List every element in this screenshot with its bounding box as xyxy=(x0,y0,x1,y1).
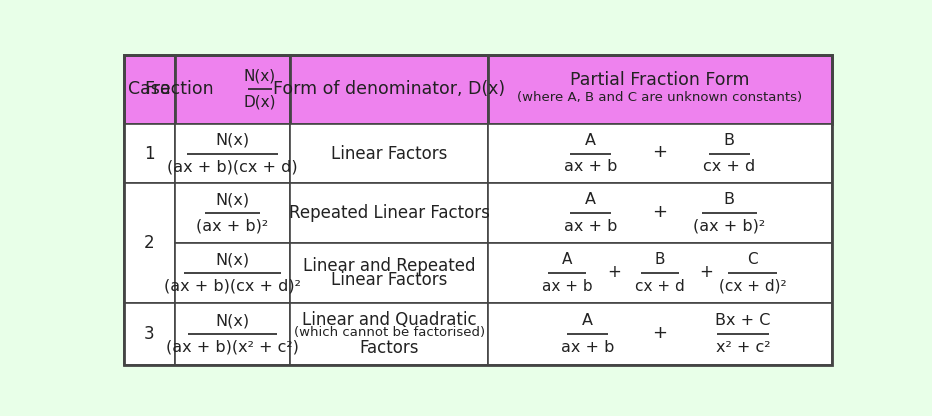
Bar xyxy=(174,243,290,303)
Bar xyxy=(488,124,831,183)
Text: ax + b: ax + b xyxy=(542,279,593,294)
Bar xyxy=(290,303,488,365)
Text: A: A xyxy=(585,193,596,208)
Text: N(x): N(x) xyxy=(215,313,250,328)
Text: (ax + b)(x² + c²): (ax + b)(x² + c²) xyxy=(166,340,299,355)
Text: Linear and Repeated: Linear and Repeated xyxy=(303,257,475,275)
Bar xyxy=(174,183,290,243)
Text: C: C xyxy=(747,252,758,267)
Text: (which cannot be factorised): (which cannot be factorised) xyxy=(294,326,485,339)
Bar xyxy=(488,303,831,365)
Text: Linear Factors: Linear Factors xyxy=(331,144,447,163)
Bar xyxy=(124,55,174,124)
Text: ax + b: ax + b xyxy=(564,159,617,174)
Text: +: + xyxy=(607,262,621,280)
Text: A: A xyxy=(585,133,596,148)
Text: (cx + d)²: (cx + d)² xyxy=(719,279,787,294)
Bar xyxy=(290,183,488,243)
Bar xyxy=(124,303,174,365)
Text: B: B xyxy=(654,252,665,267)
Text: B: B xyxy=(724,193,734,208)
Text: N(x): N(x) xyxy=(244,69,276,84)
Text: Partial Fraction Form: Partial Fraction Form xyxy=(570,71,749,89)
Text: +: + xyxy=(652,203,667,221)
Bar xyxy=(174,55,290,124)
Text: Linear Factors: Linear Factors xyxy=(331,271,447,289)
Text: A: A xyxy=(582,313,593,328)
Text: N(x): N(x) xyxy=(215,193,250,208)
Bar xyxy=(290,124,488,183)
Bar xyxy=(488,55,831,124)
Text: 2: 2 xyxy=(144,234,155,252)
Text: ax + b: ax + b xyxy=(561,340,614,355)
Text: D(x): D(x) xyxy=(243,95,276,110)
Bar xyxy=(174,124,290,183)
Bar xyxy=(488,183,831,243)
Text: Factors: Factors xyxy=(360,339,418,357)
Bar xyxy=(174,303,290,365)
Text: +: + xyxy=(699,262,713,280)
Bar xyxy=(290,55,488,124)
Text: ax + b: ax + b xyxy=(564,219,617,234)
Text: N(x): N(x) xyxy=(215,252,250,267)
Text: (ax + b)(cx + d)²: (ax + b)(cx + d)² xyxy=(164,279,301,294)
Text: +: + xyxy=(652,324,667,342)
Bar xyxy=(290,243,488,303)
Text: B: B xyxy=(724,133,734,148)
Text: Case: Case xyxy=(128,80,171,98)
Text: Fraction: Fraction xyxy=(144,80,214,98)
Text: cx + d: cx + d xyxy=(635,279,685,294)
Text: x² + c²: x² + c² xyxy=(716,340,770,355)
Text: cx + d: cx + d xyxy=(703,159,756,174)
Bar xyxy=(124,124,174,183)
Text: Linear and Quadratic: Linear and Quadratic xyxy=(302,311,476,329)
Text: N(x): N(x) xyxy=(215,133,250,148)
Text: 1: 1 xyxy=(144,144,155,163)
Text: A: A xyxy=(562,252,572,267)
Text: (where A, B and C are unknown constants): (where A, B and C are unknown constants) xyxy=(517,91,802,104)
Bar xyxy=(124,183,174,303)
Text: (ax + b)(cx + d): (ax + b)(cx + d) xyxy=(167,159,297,174)
Text: +: + xyxy=(652,143,667,161)
Text: (ax + b)²: (ax + b)² xyxy=(197,219,268,234)
Bar xyxy=(488,243,831,303)
Text: 3: 3 xyxy=(144,325,155,343)
Text: Repeated Linear Factors: Repeated Linear Factors xyxy=(289,204,489,222)
Text: (ax + b)²: (ax + b)² xyxy=(693,219,765,234)
Text: Form of denominator, D(x): Form of denominator, D(x) xyxy=(273,80,505,98)
Text: Bx + C: Bx + C xyxy=(715,313,771,328)
